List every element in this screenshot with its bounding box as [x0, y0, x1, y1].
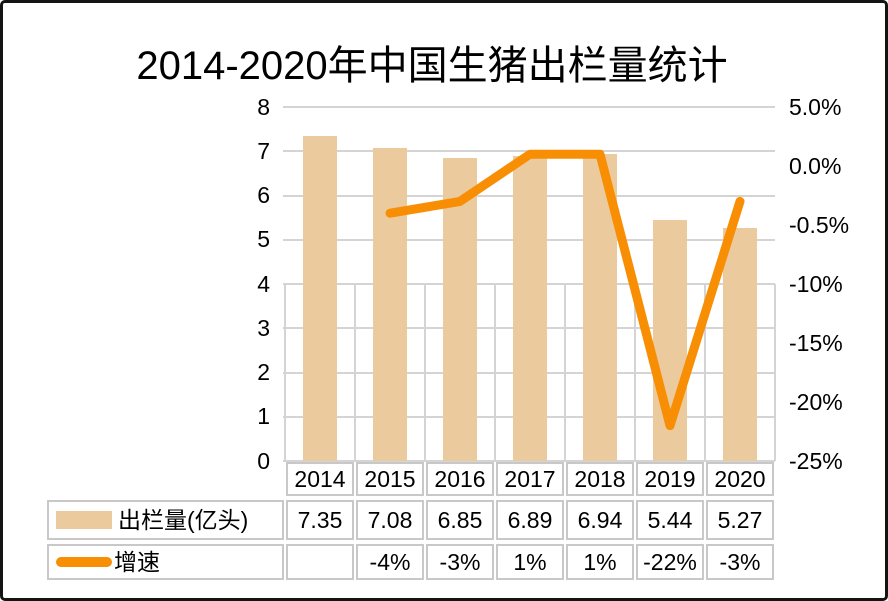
v-gridline: [774, 284, 776, 461]
chart-title: 2014-2020年中国生猪出栏量统计: [136, 44, 728, 88]
left-axis-tick-label: 1: [257, 403, 270, 430]
v-gridline: [354, 284, 356, 461]
right-axis-tick-label: -25%: [789, 447, 843, 474]
table-year-cell: 2015: [356, 462, 424, 496]
left-axis-tick-label: 8: [257, 93, 270, 120]
legend-cell-bar: 出栏量(亿头): [47, 500, 284, 540]
bar-legend-swatch: [56, 511, 112, 529]
right-axis-tick-label: -10%: [789, 270, 843, 297]
table-value-cell: 1%: [496, 544, 564, 580]
bar-2014: [303, 135, 337, 461]
left-axis-tick-label: 7: [257, 137, 270, 164]
table-value-cell: 6.85: [426, 500, 494, 540]
right-axis-tick-label: 0.0%: [789, 152, 842, 179]
line-legend-swatch: [56, 557, 112, 567]
table-year-cell: 2018: [566, 462, 634, 496]
left-axis-tick-label: 6: [257, 182, 270, 208]
right-axis-tick-label: -15%: [789, 329, 843, 356]
legend-label: 增速: [114, 548, 160, 575]
left-axis-tick-label: 3: [257, 314, 270, 341]
table-value-cell: 6.94: [566, 500, 634, 540]
bar-2015: [373, 147, 407, 461]
left-axis-tick-label: 5: [257, 226, 270, 253]
bar-2020: [723, 227, 757, 461]
h-gridline: [283, 460, 775, 462]
table-value-cell: -22%: [636, 544, 704, 580]
left-axis-tick-label: 2: [257, 359, 270, 385]
right-axis-tick-label: -20%: [789, 388, 843, 415]
table-year-cell: 2019: [636, 462, 704, 496]
bar-2016: [443, 157, 477, 461]
right-axis-tick-label: 5.0%: [789, 93, 842, 120]
table-year-cell: 2014: [286, 462, 354, 496]
table-value-cell: 5.27: [706, 500, 774, 540]
chart-stage: 8 7 6 5 4 3 2 1 0 5.0% 0.0% -0.5% -10% -15% -20% -25% 20…: [3, 3, 885, 598]
table-value-cell: 1%: [566, 544, 634, 580]
v-gridline: [564, 284, 566, 461]
table-value-cell: -4%: [356, 544, 424, 580]
v-gridline: [704, 284, 706, 461]
v-gridline: [284, 284, 286, 461]
v-gridline: [494, 284, 496, 461]
table-year-cell: 2017: [496, 462, 564, 496]
left-axis-tick-label: 0: [257, 447, 270, 474]
bar-2017: [513, 156, 547, 461]
legend-cell-line: 增速: [47, 544, 284, 580]
left-axis-tick-label: 4: [257, 270, 270, 297]
table-value-cell: 7.08: [356, 500, 424, 540]
table-year-cell: 2020: [706, 462, 774, 496]
h-gridline: [283, 106, 775, 108]
v-gridline: [424, 284, 426, 461]
v-gridline: [634, 284, 636, 461]
right-axis-tick-label: -0.5%: [789, 211, 850, 238]
table-value-cell: -3%: [426, 544, 494, 580]
table-value-cell: -3%: [706, 544, 774, 580]
table-value-cell: 5.44: [636, 500, 704, 540]
table-value-cell: [286, 544, 354, 580]
table-value-cell: 6.89: [496, 500, 564, 540]
legend-label: 出栏量(亿头): [118, 506, 249, 533]
table-value-cell: 7.35: [286, 500, 354, 540]
table-year-cell: 2016: [426, 462, 494, 496]
growth-line: [385, 149, 745, 431]
